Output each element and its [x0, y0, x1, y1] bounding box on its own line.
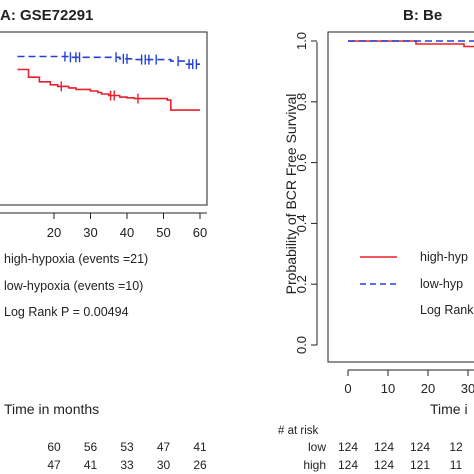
panel-b-risk-value: 124 [410, 440, 430, 454]
panel-b-risk-header: # at risk [278, 425, 319, 437]
panel-b-y-ticks: 0.0 0.2 0.4 0.6 0.8 1.0 [294, 32, 317, 354]
legend-high-hyp: high-hyp [420, 250, 468, 264]
high-hypoxia-curve [17, 68, 200, 111]
panel-a-risk-value: 41 [193, 440, 207, 454]
legend-high-hypoxia: high-hypoxia (events =21) [4, 252, 148, 266]
panel-a-risk-value: 26 [193, 458, 207, 472]
panel-b-y-tick-label: 1.0 [294, 32, 309, 50]
panel-b-risk-value: 121 [410, 458, 430, 472]
panel-a-risk-value: 56 [84, 440, 98, 454]
panel-b-risk-value: 124 [338, 440, 358, 454]
panel-a-x-label: Time in months [4, 401, 99, 417]
panel-b-risk-row-label: low [308, 440, 326, 454]
panel-b-y-tick-label: 0.8 [294, 93, 309, 111]
panel-a-x-tick-label: 60 [193, 225, 207, 240]
panel-a-legend: high-hypoxia (events =21) low-hypoxia (e… [4, 252, 148, 319]
panel-b-x-label: Time i [430, 401, 468, 417]
panel-a-series [17, 51, 200, 111]
panel-a-x-tick-label: 20 [47, 225, 61, 240]
panel-b-y-tick-label: 0.6 [294, 154, 309, 172]
panel-b-y-label: Probability of BCR Free Survival [283, 94, 299, 295]
panel-b-y-tick-label: 0.4 [294, 214, 309, 232]
panel-b-series [348, 40, 474, 48]
panel-b-legend: high-hyp low-hyp Log Rank [360, 250, 474, 317]
panel-a-risk-value: 47 [157, 440, 171, 454]
panel-b-risk-value: 12 [449, 440, 463, 454]
high-hyp-curve [348, 40, 474, 48]
panel-b-x-tick-label: 10 [381, 381, 395, 396]
panel-b-x-tick-label: 30 [461, 381, 474, 396]
panel-b-y-tick-label: 0.2 [294, 275, 309, 293]
panel-b-risk-value: 124 [374, 458, 394, 472]
legend-low-hypoxia: low-hypoxia (events =10) [4, 279, 143, 293]
panel-a-frame [0, 31, 208, 206]
panel-a-risk-value: 60 [47, 440, 61, 454]
panel-b-risk-row-label: high [303, 458, 326, 472]
panel-b: B: Be 0.0 0.2 0.4 0.6 0.8 1.0 0 10 20 30 Probabi… [278, 7, 474, 472]
panel-a-x-tick-label: 40 [120, 225, 134, 240]
panel-b-x-ticks: 0 10 20 30 [344, 370, 474, 396]
panel-b-x-tick-label: 0 [344, 381, 351, 396]
panel-a-x-tick-label: 30 [83, 225, 97, 240]
panel-b-risk-value: 124 [374, 440, 394, 454]
legend-low-hyp: low-hyp [420, 277, 463, 291]
panel-b-frame [327, 31, 474, 363]
panel-a-x-ticks: 20 30 40 50 60 [47, 213, 207, 240]
panel-a-risk-value: 33 [120, 458, 134, 472]
panel-b-log-rank: Log Rank [420, 303, 474, 317]
panel-a-log-rank: Log Rank P = 0.00494 [4, 305, 129, 319]
panel-a-risk-value: 30 [157, 458, 171, 472]
panel-b-risk-value: 124 [338, 458, 358, 472]
panel-b-title: B: Be [403, 7, 442, 24]
panel-a-x-tick-label: 50 [156, 225, 170, 240]
panel-b-y-tick-label: 0.0 [294, 336, 309, 354]
panel-a-title: A: GSE72291 [0, 7, 93, 24]
panel-a-risk-value: 53 [120, 440, 134, 454]
panel-a-risk-table: 60 56 53 47 41 47 41 33 30 26 [47, 440, 207, 472]
panel-b-risk-table: low 124 124 124 12 high 124 124 121 11 [303, 440, 463, 472]
panel-b-x-tick-label: 20 [421, 381, 435, 396]
panel-a: A: GSE72291 20 30 40 50 60 high-hypoxia (eve… [0, 7, 208, 472]
panel-a-risk-value: 41 [84, 458, 98, 472]
panel-a-risk-value: 47 [47, 458, 61, 472]
panel-b-risk-value: 11 [450, 458, 463, 472]
